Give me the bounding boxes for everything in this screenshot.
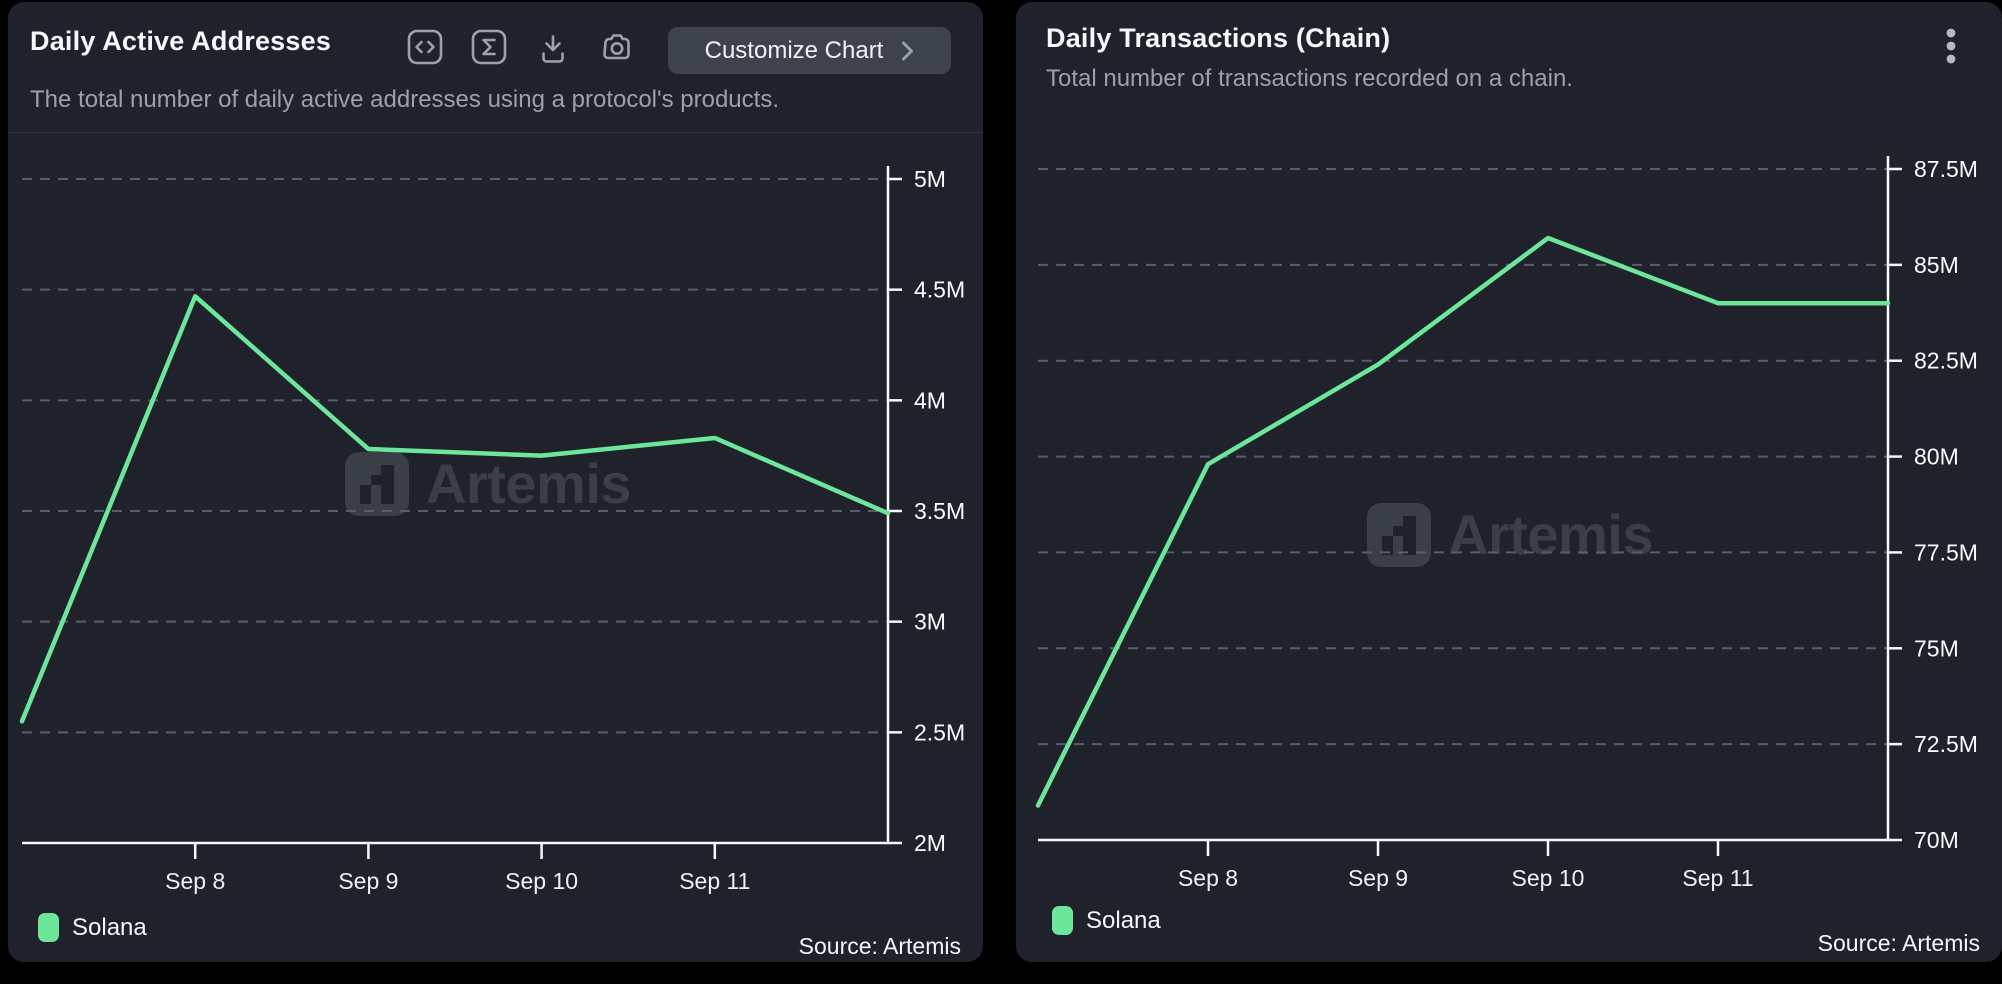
legend-label: Solana <box>1086 906 1161 934</box>
x-tick-label: Sep 8 <box>165 868 225 894</box>
y-tick-label: 2M <box>914 830 946 856</box>
customize-chart-button[interactable]: Customize Chart <box>668 27 951 74</box>
source-attribution: Source: Artemis <box>1817 930 1980 956</box>
sigma-icon[interactable] <box>470 28 508 66</box>
watermark-text: Artemis <box>1448 503 1654 566</box>
watermark-text: Artemis <box>426 452 632 515</box>
y-tick-label: 3.5M <box>914 498 965 524</box>
chart-description: The total number of daily active address… <box>30 86 779 113</box>
chevron-right-icon <box>902 41 914 60</box>
y-tick-label: 72.5M <box>1914 731 1978 757</box>
panel-daily-transactions: Artemis 87.5M 85M 82.5M 80M 77.5M 75M 72.5M 70M… <box>1016 2 2002 962</box>
x-tick-label: Sep 11 <box>679 868 750 894</box>
y-tick-label: 77.5M <box>1914 539 1978 565</box>
customize-chart-label: Customize Chart <box>704 36 884 64</box>
artemis-logo-icon <box>345 451 409 516</box>
x-tick-label: Sep 10 <box>1512 865 1585 891</box>
code-icon[interactable] <box>406 28 444 66</box>
legend-swatch <box>38 913 59 942</box>
x-tick-label: Sep 9 <box>338 868 398 894</box>
y-tick-label: 70M <box>1914 827 1959 853</box>
header-divider <box>8 132 983 133</box>
y-tick-label: 5M <box>914 166 946 192</box>
y-tick-label: 80M <box>1914 444 1959 470</box>
watermark: Artemis <box>1367 502 1654 567</box>
legend-item-solana[interactable]: Solana <box>38 913 147 942</box>
download-icon[interactable] <box>534 28 572 66</box>
y-tick-label: 82.5M <box>1914 348 1978 374</box>
y-tick-label: 3M <box>914 609 946 635</box>
x-tick-label: Sep 10 <box>505 868 578 894</box>
y-tick-label: 85M <box>1914 252 1959 278</box>
x-tick-label: Sep 11 <box>1682 865 1753 891</box>
x-tick-label: Sep 9 <box>1348 865 1408 891</box>
camera-icon[interactable] <box>598 28 636 66</box>
source-attribution: Source: Artemis <box>798 933 961 959</box>
series-line-solana <box>19 294 891 724</box>
page-title: Daily Active Addresses <box>30 26 332 56</box>
y-tick-label: 2.5M <box>914 719 965 745</box>
panel-daily-active-addresses: Artemis 5M 4.5M 4M 3.5M 3M 2.5M 2M Sep 8 Sep 9 Se… <box>8 2 983 962</box>
chart-toolbar <box>406 28 636 66</box>
y-tick-label: 4.5M <box>914 277 965 303</box>
chart-description: Total number of transactions recorded on… <box>1046 65 1573 92</box>
legend-item-solana[interactable]: Solana <box>1052 906 1161 935</box>
artemis-logo-icon <box>1367 502 1431 567</box>
watermark: Artemis <box>345 451 632 516</box>
y-tick-label: 4M <box>914 387 946 413</box>
legend-label: Solana <box>72 913 147 941</box>
y-tick-label: 87.5M <box>1914 156 1978 182</box>
x-tick-label: Sep 8 <box>1178 865 1238 891</box>
legend-swatch <box>1052 906 1073 935</box>
transactions-chart[interactable]: 87.5M 85M 82.5M 80M 77.5M 75M 72.5M 70M Sep 8 Sep… <box>1016 2 2002 962</box>
kebab-menu-icon[interactable] <box>1934 20 1968 72</box>
y-tick-label: 75M <box>1914 635 1959 661</box>
series-line-solana <box>1035 235 1891 808</box>
active-addresses-chart[interactable]: 5M 4.5M 4M 3.5M 3M 2.5M 2M Sep 8 Sep 9 Sep 10 Sep … <box>8 2 983 962</box>
page-title: Daily Transactions (Chain) <box>1046 23 1391 53</box>
